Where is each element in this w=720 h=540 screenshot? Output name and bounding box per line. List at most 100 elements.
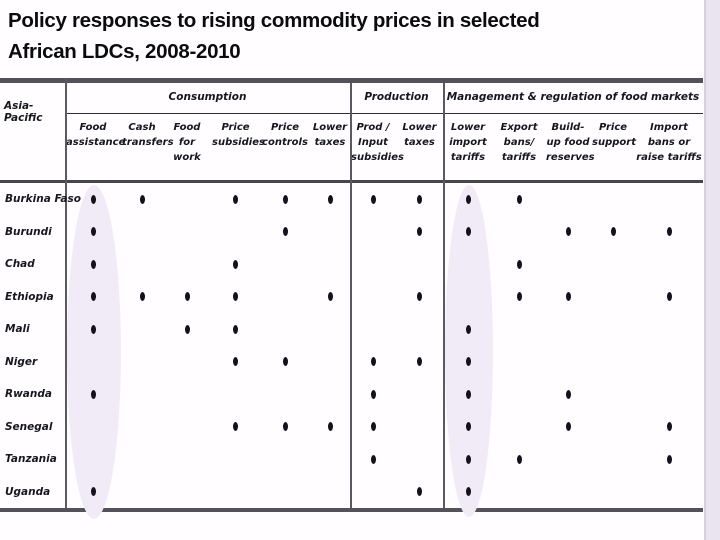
- row-label-burkina-faso: Burkina Faso: [5, 193, 81, 206]
- empty-cell-senegal-cash-transfers: [121, 411, 163, 444]
- column-header-import-bans-or-raise-tariffs: Import bans or raise tariffs: [636, 122, 702, 163]
- group-header-management: Management & regulation of food markets: [443, 83, 703, 114]
- empty-cell-niger-cash-transfers: [121, 346, 163, 379]
- policy-dot-cell-senegal-price-controls: [260, 411, 310, 444]
- empty-cell-tanzania-food-assistance: [65, 443, 121, 476]
- dot-marker: [233, 194, 238, 204]
- column-header-lower-import-tariffs: Lower import tariffs: [449, 122, 487, 163]
- policy-dot-cell-burundi-build-up-food-reserves: [545, 216, 591, 249]
- empty-cell-senegal-food-for-work: [163, 411, 211, 444]
- empty-cell-uganda-import-bans-or-raise-tariffs: [635, 476, 703, 509]
- empty-cell-uganda-prod-input-subsidies: [350, 476, 396, 509]
- dot-marker: [184, 292, 190, 302]
- dot-marker: [184, 324, 190, 334]
- empty-cell-rwanda-lower-taxes: [310, 378, 350, 411]
- column-header-cash-transfers: Cash transfers: [122, 122, 174, 148]
- empty-cell-uganda-cash-transfers: [121, 476, 163, 509]
- policy-dot-cell-niger-prod-input-subsidies: [350, 346, 396, 379]
- empty-cell-burundi-prod-input-subsidies: [350, 216, 396, 249]
- column-header-food-for-work: Food for work: [173, 122, 201, 163]
- policy-dot-cell-ethiopia-lower-taxes: [396, 281, 443, 314]
- dot-marker: [90, 324, 96, 334]
- empty-cell-mali-prod-input-subsidies: [350, 313, 396, 346]
- dot-marker: [139, 194, 145, 204]
- dot-marker: [565, 422, 571, 432]
- empty-cell-niger-food-for-work: [163, 346, 211, 379]
- empty-cell-burundi-export-bans-tariffs: [493, 216, 545, 249]
- dot-marker: [465, 422, 471, 432]
- policy-dot-cell-tanzania-import-bans-or-raise-tariffs: [635, 443, 703, 476]
- dot-marker: [465, 194, 471, 204]
- policy-dot-cell-burundi-lower-taxes: [396, 216, 443, 249]
- empty-cell-mali-price-controls: [260, 313, 310, 346]
- empty-cell-chad-build-up-food-reserves: [545, 248, 591, 281]
- dot-marker: [370, 357, 376, 367]
- policy-dot-cell-burkina-faso-price-subsidies: [211, 183, 260, 216]
- empty-cell-chad-price-support: [591, 248, 635, 281]
- row-label-tanzania: Tanzania: [5, 453, 57, 466]
- empty-cell-chad-cash-transfers: [121, 248, 163, 281]
- dot-marker: [370, 422, 376, 432]
- dot-marker: [282, 227, 288, 237]
- dot-marker: [233, 259, 238, 269]
- column-header-export-bans-tariffs: Export bans/ tariffs: [500, 122, 538, 163]
- table-header: Asia-Pacific Consumption Production Mana…: [0, 83, 703, 180]
- empty-cell-tanzania-build-up-food-reserves: [545, 443, 591, 476]
- empty-cell-tanzania-price-controls: [260, 443, 310, 476]
- dot-marker: [282, 422, 288, 432]
- policy-dot-cell-chad-price-subsidies: [211, 248, 260, 281]
- empty-cell-uganda-build-up-food-reserves: [545, 476, 591, 509]
- empty-cell-ethiopia-lower-import-tariffs: [443, 281, 493, 314]
- policy-dot-cell-mali-food-assistance: [65, 313, 121, 346]
- dot-marker: [90, 292, 96, 302]
- dot-marker: [666, 422, 672, 432]
- dot-marker: [327, 422, 333, 432]
- row-label-ethiopia: Ethiopia: [5, 290, 54, 303]
- dot-marker: [565, 389, 571, 399]
- empty-cell-uganda-food-for-work: [163, 476, 211, 509]
- header-body-divider: [0, 180, 703, 183]
- dot-marker: [327, 292, 333, 302]
- dot-marker: [516, 194, 522, 204]
- dot-marker: [417, 357, 422, 367]
- empty-cell-burkina-faso-import-bans-or-raise-tariffs: [635, 183, 703, 216]
- policy-dot-cell-ethiopia-lower-taxes: [310, 281, 350, 314]
- empty-cell-burundi-lower-taxes: [310, 216, 350, 249]
- row-label-rwanda: Rwanda: [5, 388, 52, 401]
- row-label-senegal: Senegal: [5, 420, 53, 433]
- empty-cell-chad-lower-taxes: [310, 248, 350, 281]
- dot-marker: [516, 292, 522, 302]
- dot-marker: [139, 292, 145, 302]
- policy-dot-cell-tanzania-lower-import-tariffs: [443, 443, 493, 476]
- policy-dot-cell-mali-lower-import-tariffs: [443, 313, 493, 346]
- dot-marker: [666, 454, 672, 464]
- empty-cell-tanzania-lower-taxes: [396, 443, 443, 476]
- empty-cell-mali-lower-taxes: [310, 313, 350, 346]
- column-header-lower-taxes: Lower taxes: [402, 122, 437, 148]
- dot-marker: [417, 227, 422, 237]
- empty-cell-rwanda-price-support: [591, 378, 635, 411]
- empty-cell-niger-build-up-food-reserves: [545, 346, 591, 379]
- table-bottom-border: [0, 508, 703, 512]
- policy-dot-cell-ethiopia-build-up-food-reserves: [545, 281, 591, 314]
- policy-dot-cell-uganda-food-assistance: [65, 476, 121, 509]
- empty-cell-ethiopia-price-support: [591, 281, 635, 314]
- policy-response-table: Asia-Pacific Consumption Production Mana…: [0, 78, 703, 540]
- policy-dot-cell-burkina-faso-lower-taxes: [396, 183, 443, 216]
- empty-cell-chad-lower-taxes: [396, 248, 443, 281]
- divider-production-management: [443, 83, 445, 509]
- empty-cell-tanzania-price-support: [591, 443, 635, 476]
- column-header-build-up-food-reserves: Build-up food reserves: [546, 122, 595, 163]
- dot-marker: [282, 357, 288, 367]
- policy-dot-cell-senegal-price-subsidies: [211, 411, 260, 444]
- row-label-mali: Mali: [5, 323, 30, 336]
- highlight-ellipse-food-assistance: [67, 185, 121, 519]
- title-line-1: Policy responses to rising commodity pri…: [8, 9, 540, 32]
- empty-cell-mali-price-support: [591, 313, 635, 346]
- empty-cell-ethiopia-price-controls: [260, 281, 310, 314]
- group-header-consumption: Consumption: [65, 83, 350, 114]
- empty-cell-niger-import-bans-or-raise-tariffs: [635, 346, 703, 379]
- policy-dot-cell-chad-export-bans-tariffs: [493, 248, 545, 281]
- empty-cell-burundi-price-subsidies: [211, 216, 260, 249]
